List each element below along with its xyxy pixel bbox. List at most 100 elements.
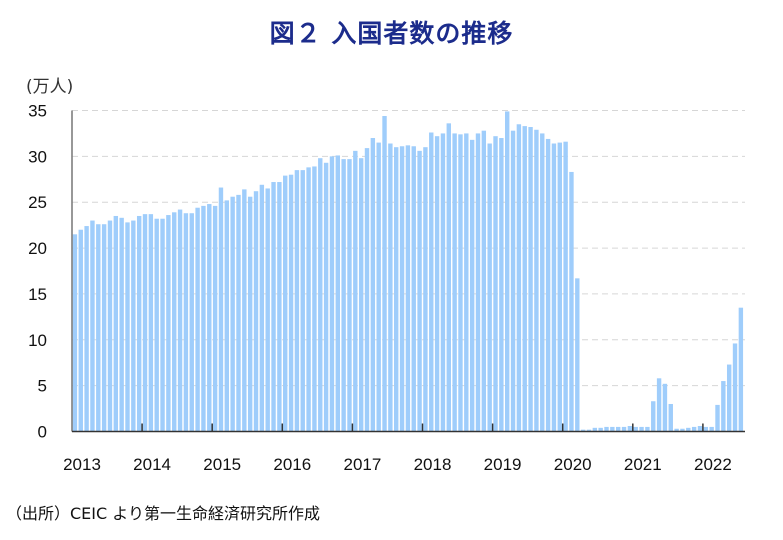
bar xyxy=(481,130,487,432)
bar xyxy=(288,174,294,432)
bar xyxy=(265,188,270,432)
bar xyxy=(633,426,638,432)
bar xyxy=(300,170,305,432)
bar xyxy=(166,215,171,432)
bar xyxy=(656,378,662,432)
bar xyxy=(283,175,288,432)
x-tick-label: 2020 xyxy=(554,455,592,474)
bar xyxy=(505,111,510,432)
bar xyxy=(499,138,504,432)
bar xyxy=(680,428,685,432)
bar xyxy=(487,143,492,432)
bar xyxy=(72,234,78,432)
bar xyxy=(423,147,428,432)
y-tick-label: 10 xyxy=(28,331,47,350)
x-tick-label: 2017 xyxy=(343,455,381,474)
bar xyxy=(405,145,411,432)
bar xyxy=(557,142,562,432)
y-tick-label: 5 xyxy=(38,377,47,396)
bar xyxy=(610,426,615,432)
bar xyxy=(160,218,165,432)
bar xyxy=(113,215,119,432)
bar xyxy=(195,207,200,432)
bar xyxy=(540,133,545,432)
bar xyxy=(417,150,422,432)
bar xyxy=(452,133,457,432)
source-note: （出所）CEIC より第一生命経済研究所作成 xyxy=(6,504,320,523)
bar xyxy=(434,136,440,432)
x-tick-label: 2013 xyxy=(63,455,101,474)
bar xyxy=(212,205,218,432)
y-tick-label: 20 xyxy=(28,239,47,258)
bar xyxy=(715,404,720,432)
bar xyxy=(738,307,744,432)
bar xyxy=(84,226,89,432)
bar xyxy=(534,129,539,432)
bar xyxy=(294,170,300,432)
bar xyxy=(662,383,668,432)
bar xyxy=(586,429,592,432)
bar xyxy=(183,213,189,432)
x-tick-label: 2018 xyxy=(414,455,452,474)
y-tick-label: 35 xyxy=(28,102,47,121)
bar xyxy=(125,222,130,432)
bar xyxy=(545,138,551,432)
bar xyxy=(516,124,522,432)
bar xyxy=(323,162,329,432)
y-tick-label: 0 xyxy=(38,423,47,442)
bar xyxy=(142,214,148,432)
bar xyxy=(119,217,124,432)
bar xyxy=(691,426,697,432)
bar xyxy=(358,158,364,432)
bar xyxy=(242,189,247,432)
bar xyxy=(107,220,113,432)
bar xyxy=(312,166,317,432)
bar xyxy=(101,224,107,432)
bar xyxy=(277,182,282,432)
bar xyxy=(236,194,241,432)
bar xyxy=(639,426,644,432)
bar xyxy=(575,278,580,432)
bar xyxy=(247,196,253,432)
bar xyxy=(697,425,703,432)
bar xyxy=(551,143,557,432)
bar xyxy=(446,123,451,432)
bar xyxy=(131,220,136,432)
bar xyxy=(172,212,177,432)
bar xyxy=(615,426,621,432)
bar xyxy=(709,426,714,432)
bar xyxy=(353,150,358,432)
bar xyxy=(207,204,212,432)
bar xyxy=(668,403,673,432)
x-tick-label: 2021 xyxy=(624,455,662,474)
bar xyxy=(329,156,335,432)
x-tick-label: 2022 xyxy=(694,455,732,474)
bar xyxy=(306,167,311,432)
bar xyxy=(726,364,732,432)
bar xyxy=(703,426,709,432)
bar xyxy=(224,200,230,432)
y-tick-label: 30 xyxy=(28,147,47,166)
bar xyxy=(96,224,101,432)
bar xyxy=(469,139,475,432)
bar xyxy=(382,116,387,432)
bar xyxy=(580,429,586,432)
bar xyxy=(148,214,154,432)
bar xyxy=(627,425,633,432)
y-tick-label: 25 xyxy=(28,193,47,212)
bar xyxy=(136,215,142,432)
bar xyxy=(218,187,224,432)
bar xyxy=(732,343,738,432)
bar xyxy=(189,213,194,432)
bar xyxy=(394,147,399,432)
bar xyxy=(78,229,83,432)
bar xyxy=(376,142,381,432)
bar xyxy=(645,426,650,432)
bar xyxy=(259,184,265,432)
bar xyxy=(493,136,498,432)
bar xyxy=(230,196,235,432)
y-axis-unit-label: (万人) xyxy=(26,77,74,97)
bar xyxy=(318,158,323,432)
bar xyxy=(177,209,183,432)
